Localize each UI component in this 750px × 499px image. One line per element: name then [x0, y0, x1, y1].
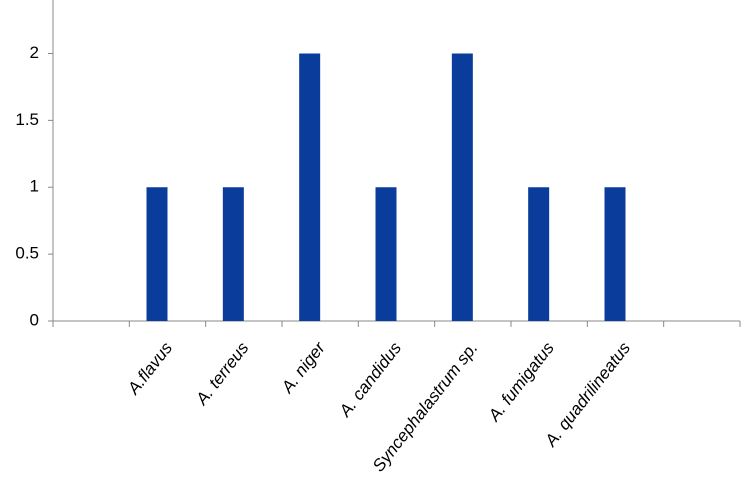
bar [299, 53, 321, 321]
bar [375, 187, 397, 321]
y-tick-label: 0 [30, 310, 39, 329]
bar [604, 187, 626, 321]
y-tick-label: 0.5 [15, 244, 39, 263]
y-tick-label: 2 [30, 43, 39, 62]
y-tick-label: 1 [30, 177, 39, 196]
bar [451, 53, 473, 321]
x-tick-label: A.flavus [123, 338, 176, 399]
x-tick-label: A. terreus [192, 338, 253, 409]
bar [528, 187, 550, 321]
x-tick-label: A. fumigatus [484, 338, 558, 425]
x-tick-label: A. candidus [335, 338, 406, 421]
bar [146, 187, 168, 321]
x-tick-label: A. niger [277, 337, 329, 397]
x-tick-label: A. quadrilineatus [541, 338, 635, 451]
bar [222, 187, 244, 321]
y-tick-label: 1.5 [15, 110, 39, 129]
